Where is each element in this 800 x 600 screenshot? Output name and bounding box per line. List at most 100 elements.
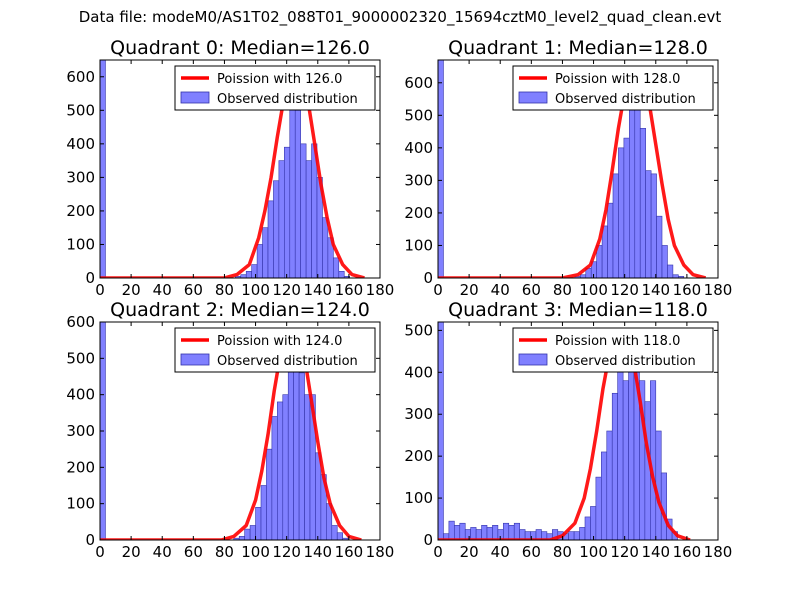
histogram-bar bbox=[486, 527, 493, 540]
histogram-bar bbox=[459, 522, 466, 540]
histogram-bar bbox=[661, 245, 668, 278]
y-tick-label: 500 bbox=[66, 101, 95, 119]
quadrant-3-legend: Poission with 118.0 Observed distribution bbox=[512, 327, 714, 373]
histogram-bar bbox=[481, 525, 488, 540]
quadrant-0-legend: Poission with 126.0 Observed distribution bbox=[174, 65, 376, 111]
histogram-bar bbox=[240, 274, 247, 278]
y-tick-label: 100 bbox=[404, 236, 433, 254]
x-tick-label: 60 bbox=[184, 281, 203, 299]
legend-poisson-label: Poission with 118.0 bbox=[555, 334, 680, 349]
histogram-bar bbox=[249, 525, 256, 540]
histogram-bar bbox=[573, 531, 580, 540]
x-tick-label: 80 bbox=[215, 543, 234, 561]
x-tick-label: 160 bbox=[673, 281, 702, 299]
histogram-bar bbox=[331, 525, 338, 540]
x-tick-label: 0 bbox=[95, 543, 105, 561]
histogram-bar bbox=[255, 506, 262, 540]
histogram-bar bbox=[289, 106, 296, 278]
x-tick-label: 80 bbox=[553, 281, 572, 299]
histogram-bar bbox=[448, 520, 455, 540]
y-tick-label: 0 bbox=[423, 269, 433, 287]
legend-histogram-swatch bbox=[518, 91, 548, 104]
histogram-bar bbox=[245, 270, 252, 278]
x-tick-label: 40 bbox=[491, 543, 510, 561]
x-tick-label: 120 bbox=[610, 543, 639, 561]
y-tick-label: 600 bbox=[66, 313, 95, 331]
x-tick-label: 180 bbox=[704, 543, 733, 561]
histogram-bar bbox=[639, 128, 646, 278]
legend-histogram-label: Observed distribution bbox=[555, 92, 696, 107]
x-tick-label: 20 bbox=[460, 543, 479, 561]
histogram-bar bbox=[333, 257, 340, 278]
x-tick-label: 60 bbox=[522, 543, 541, 561]
histogram-bar bbox=[278, 160, 285, 278]
x-tick-label: 20 bbox=[122, 543, 141, 561]
figure-title: Data file: modeM0/AS1T02_088T01_90000023… bbox=[78, 8, 722, 26]
histogram-bar bbox=[244, 528, 251, 540]
histogram-bar bbox=[611, 392, 618, 540]
histogram-bar bbox=[277, 401, 284, 540]
y-tick-label: 200 bbox=[66, 202, 95, 220]
y-tick-label: 600 bbox=[404, 74, 433, 92]
x-tick-label: 80 bbox=[215, 281, 234, 299]
x-tick-label: 40 bbox=[153, 281, 172, 299]
histogram-bar bbox=[338, 270, 345, 278]
histogram-bar bbox=[336, 532, 343, 540]
quadrant-2-legend: Poission with 124.0 Observed distribution bbox=[174, 327, 376, 373]
histogram-bar bbox=[287, 361, 294, 540]
x-tick-label: 0 bbox=[95, 281, 105, 299]
histogram-bar bbox=[305, 160, 312, 278]
y-tick-label: 500 bbox=[66, 349, 95, 367]
histogram-bar bbox=[284, 146, 291, 278]
y-tick-label: 400 bbox=[404, 363, 433, 381]
x-tick-label: 180 bbox=[366, 543, 395, 561]
x-tick-label: 80 bbox=[553, 543, 572, 561]
x-tick-label: 160 bbox=[335, 543, 364, 561]
histogram-bar bbox=[508, 525, 515, 540]
histogram-bar bbox=[238, 536, 245, 540]
histogram-bar bbox=[656, 215, 663, 278]
y-tick-label: 100 bbox=[66, 235, 95, 253]
x-tick-label: 140 bbox=[641, 281, 670, 299]
y-tick-label: 400 bbox=[66, 386, 95, 404]
x-tick-label: 40 bbox=[153, 543, 172, 561]
histogram-bar bbox=[644, 401, 651, 540]
x-tick-label: 160 bbox=[673, 543, 702, 561]
histogram-bar bbox=[601, 225, 608, 278]
histogram-bar bbox=[438, 60, 444, 278]
histogram-bar bbox=[251, 264, 258, 278]
y-tick-label: 100 bbox=[404, 489, 433, 507]
y-tick-label: 0 bbox=[85, 269, 95, 287]
quadrant-2-chart: 0 20 40 60 80 100 120 140 160 1800100200300400500… bbox=[66, 299, 394, 561]
histogram-bar bbox=[256, 244, 263, 278]
histogram-bar bbox=[579, 527, 586, 540]
y-tick-label: 200 bbox=[404, 447, 433, 465]
x-tick-label: 140 bbox=[641, 543, 670, 561]
x-tick-label: 160 bbox=[335, 281, 364, 299]
y-tick-label: 300 bbox=[404, 405, 433, 423]
axes-frame bbox=[437, 59, 719, 279]
quadrant-3-title: Quadrant 3: Median=118.0 bbox=[448, 299, 708, 321]
histogram-bar bbox=[298, 372, 305, 540]
histogram-bar bbox=[667, 264, 674, 278]
y-tick-label: 600 bbox=[66, 68, 95, 86]
quadrant-2-title: Quadrant 2: Median=124.0 bbox=[110, 299, 370, 321]
x-tick-label: 180 bbox=[704, 281, 733, 299]
histogram-bar bbox=[304, 394, 311, 540]
y-tick-label: 200 bbox=[404, 204, 433, 222]
x-tick-label: 140 bbox=[303, 281, 332, 299]
legend-histogram-swatch bbox=[518, 353, 548, 366]
histogram-bar bbox=[260, 485, 267, 540]
histogram-bar bbox=[492, 525, 499, 540]
x-tick-label: 140 bbox=[303, 543, 332, 561]
quadrant-1-plot-area bbox=[438, 60, 707, 278]
x-tick-label: 20 bbox=[122, 281, 141, 299]
histogram-bar bbox=[584, 516, 591, 540]
x-tick-label: 40 bbox=[491, 281, 510, 299]
quadrant-3-chart: 0 20 40 60 80 100 120 140 160 1800100200300400500… bbox=[404, 299, 732, 561]
histogram-bar bbox=[503, 522, 510, 540]
histogram-bar bbox=[470, 527, 477, 540]
histogram-bar bbox=[655, 430, 662, 540]
quadrant-1-title: Quadrant 1: Median=128.0 bbox=[448, 37, 708, 59]
